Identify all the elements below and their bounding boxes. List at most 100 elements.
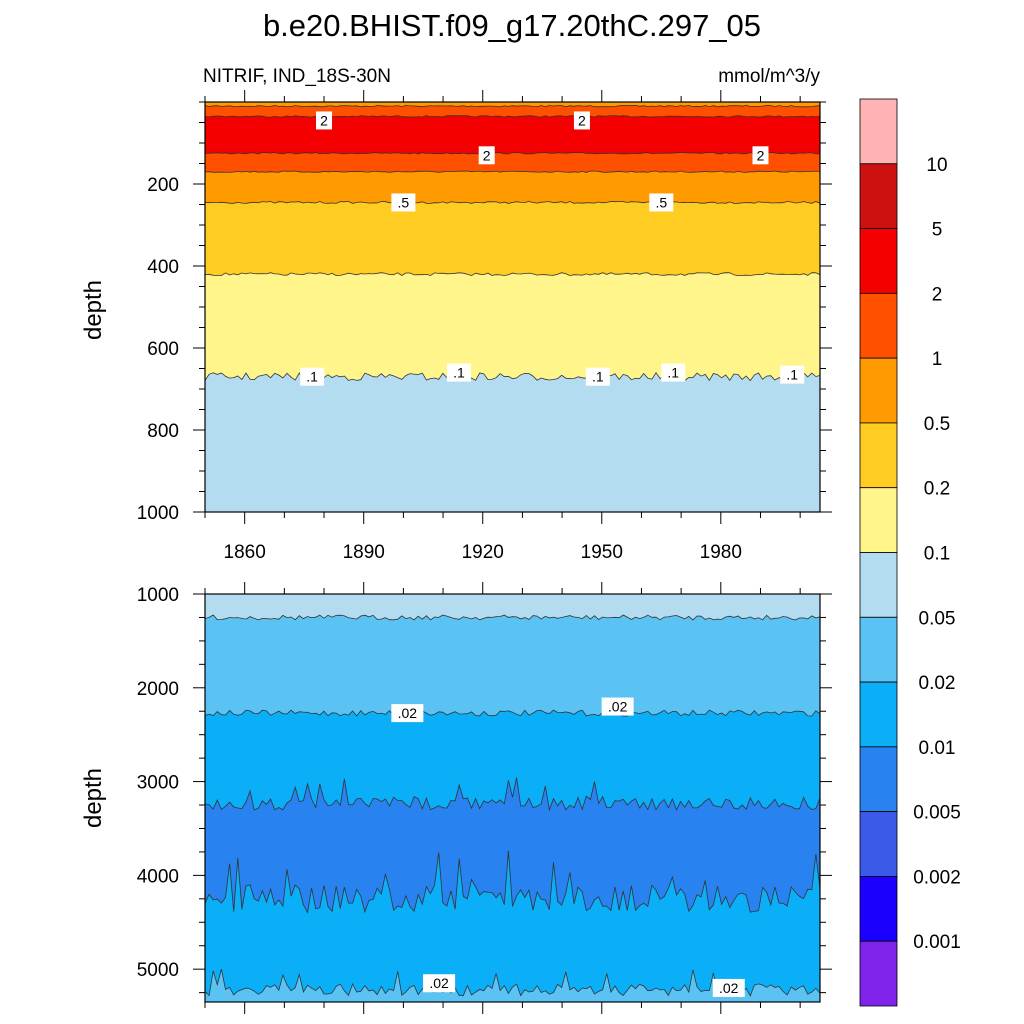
contour-band <box>205 201 820 276</box>
svg-text:.02: .02 <box>429 975 449 991</box>
contour-line <box>204 201 821 204</box>
svg-text:.02: .02 <box>608 699 628 715</box>
y-tick-label: 800 <box>147 421 179 442</box>
contour-line <box>204 777 821 812</box>
contour-label: .02 <box>601 697 634 716</box>
colorbar-swatch <box>859 292 898 359</box>
contour-band <box>205 372 820 512</box>
x-tick-label: 1950 <box>581 542 623 563</box>
svg-text:.02: .02 <box>398 705 418 721</box>
svg-text:.5: .5 <box>655 194 667 210</box>
contour-label: 2 <box>478 146 495 165</box>
contour-band <box>205 272 820 381</box>
colorbar-label: 0.05 <box>919 608 956 629</box>
colorbar-label: 0.005 <box>913 803 961 824</box>
plot-frame <box>204 593 821 1003</box>
colorbar-swatch <box>859 487 898 553</box>
colorbar-swatch <box>859 681 898 748</box>
contour-band <box>205 710 820 810</box>
units-label: mmol/m^3/y <box>718 66 820 87</box>
colorbar-label: 5 <box>932 220 943 241</box>
y-tick-label: 600 <box>147 339 179 360</box>
colorbar-label: 0.001 <box>913 932 961 953</box>
contour-band <box>205 115 820 154</box>
x-tick-label: 1920 <box>462 542 504 563</box>
svg-text:2: 2 <box>483 147 491 163</box>
contour-line <box>204 614 821 621</box>
colorbar-label: 0.01 <box>919 738 956 759</box>
colorbar-swatch <box>859 876 898 942</box>
contour-label: .02 <box>712 978 745 997</box>
contour-band <box>205 969 820 1002</box>
y-tick-label: 1000 <box>137 503 179 524</box>
contour-label: 2 <box>573 111 590 130</box>
svg-text:.1: .1 <box>786 367 798 383</box>
contour-label: .1 <box>585 367 610 386</box>
svg-text:.1: .1 <box>306 369 318 385</box>
contour-label: 2 <box>752 146 769 165</box>
colorbar-swatch <box>859 163 898 229</box>
contour-band <box>205 850 820 996</box>
colorbar-swatch <box>859 98 898 165</box>
colorbar-swatch <box>859 422 898 489</box>
colorbar-swatch <box>859 228 898 294</box>
y-tick-label: 5000 <box>137 960 179 981</box>
contour-band <box>205 105 820 118</box>
chart-title: b.e20.BHIST.f09_g17.20thC.297_05 <box>263 8 761 43</box>
x-tick-label: 1890 <box>343 542 385 563</box>
contour-band <box>205 594 820 620</box>
variable-label: NITRIF, IND_18S-30N <box>203 66 391 87</box>
colorbar-swatch <box>859 357 898 424</box>
colorbar-swatch <box>859 552 898 618</box>
y-tick-label: 1000 <box>137 585 179 606</box>
colorbar-label: 0.02 <box>919 673 956 694</box>
contour-band <box>205 171 820 204</box>
lower-y-axis-label: depth <box>80 768 107 828</box>
y-tick-label: 2000 <box>137 679 179 700</box>
x-tick-label: 1980 <box>700 542 742 563</box>
y-tick-label: 3000 <box>137 773 179 794</box>
contour-band <box>205 152 820 173</box>
contour-line <box>204 115 821 118</box>
colorbar-label: 10 <box>926 155 947 176</box>
contour-band <box>205 615 820 717</box>
svg-text:2: 2 <box>578 112 586 128</box>
contour-label: .5 <box>649 193 674 212</box>
svg-text:2: 2 <box>757 147 765 163</box>
contour-line <box>204 104 821 108</box>
contour-label: .1 <box>300 367 325 386</box>
contour-label: .1 <box>661 363 686 382</box>
colorbar-swatch <box>859 746 898 813</box>
lower-panel: .02 .02 .02 .02 1000 2000 3000 4000 5000 depth <box>80 582 832 1014</box>
svg-text:.5: .5 <box>398 194 410 210</box>
colorbar-label: 0.2 <box>924 479 950 500</box>
svg-text:2: 2 <box>320 112 328 128</box>
svg-text:.02: .02 <box>719 980 739 996</box>
contour-line <box>204 170 821 173</box>
colorbar-label: 0.002 <box>913 867 961 888</box>
colorbar-label: 0.1 <box>924 544 950 565</box>
x-tick-label: 1860 <box>224 542 266 563</box>
contour-band <box>205 102 820 107</box>
contour-line <box>204 272 821 277</box>
y-tick-label: 200 <box>147 175 179 196</box>
colorbar-swatch <box>859 616 898 683</box>
colorbar-label: 2 <box>932 284 943 305</box>
contour-line <box>204 152 820 155</box>
contour-label: .5 <box>391 193 416 212</box>
colorbar: 10 5 2 1 0.5 0.2 0.1 0.05 0.02 0.01 0.005 0.002 0.00… <box>859 98 961 1007</box>
upper-panel: 2 2 2 2 .5 .5 .1 .1 .1 .1 .1 1860 1890 1920 1950 1980 2… <box>80 90 832 563</box>
svg-text:.1: .1 <box>592 369 604 385</box>
contour-label: 2 <box>316 111 333 130</box>
upper-y-axis-label: depth <box>80 280 107 340</box>
contour-label: .1 <box>446 363 471 382</box>
colorbar-label: 1 <box>932 349 943 370</box>
contour-label: .02 <box>391 704 424 723</box>
svg-text:.1: .1 <box>667 365 679 381</box>
y-tick-label: 4000 <box>137 866 179 887</box>
contour-line <box>204 850 821 914</box>
colorbar-swatch <box>859 811 898 877</box>
contour-label: .02 <box>423 974 456 993</box>
y-tick-label: 400 <box>147 257 179 278</box>
contour-line <box>204 709 821 717</box>
